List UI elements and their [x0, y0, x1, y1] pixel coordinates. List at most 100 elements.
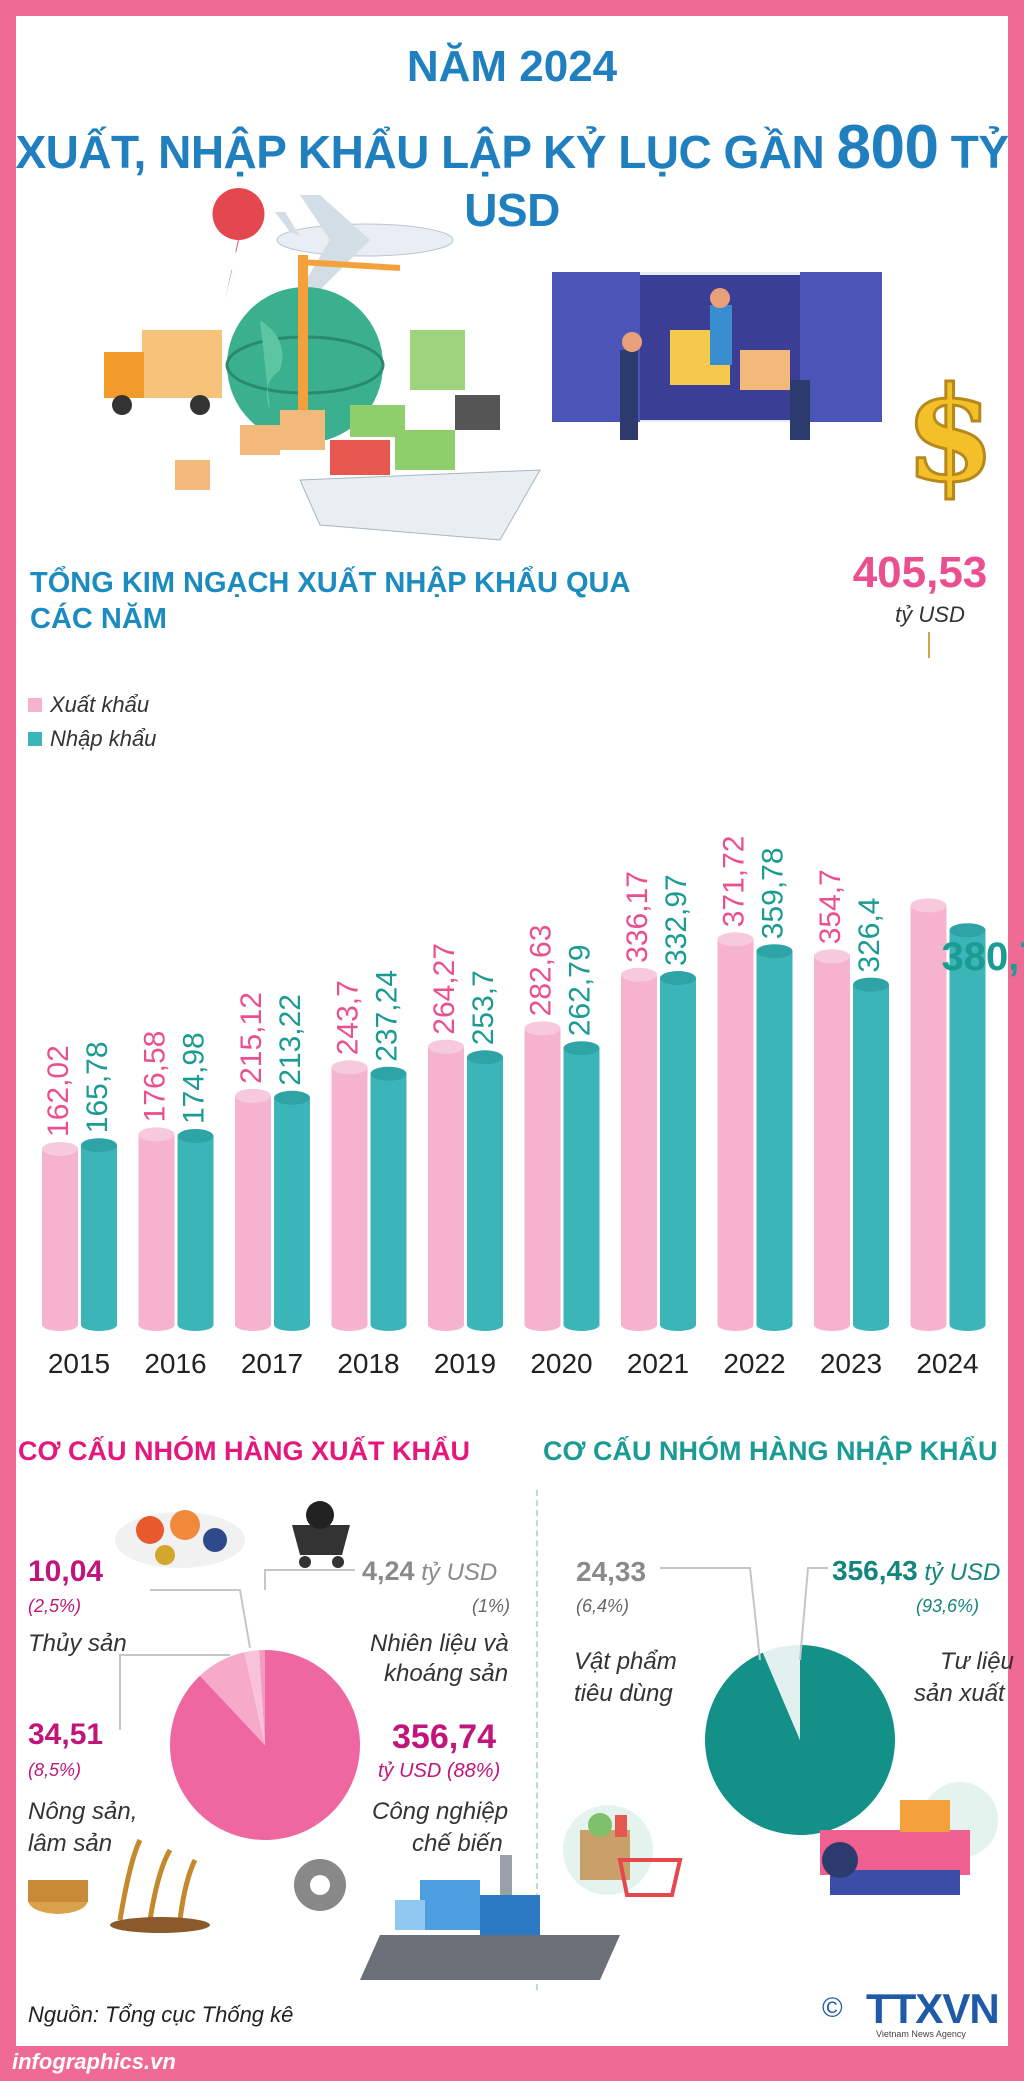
x-tick-label: 2022 [723, 1348, 785, 1379]
bar-import-2018 [370, 1066, 407, 1331]
x-tick-label: 2015 [48, 1348, 110, 1379]
bar-cap [235, 1088, 271, 1103]
box-stack-icon [175, 410, 325, 490]
bar-export-2017 [235, 1088, 271, 1331]
bar-base [910, 1319, 947, 1331]
bar-cap [370, 1066, 407, 1081]
title-line2-number: 800 [836, 113, 939, 182]
x-tick-label: 2020 [530, 1348, 592, 1379]
bar-base [138, 1319, 175, 1331]
bar-body [949, 930, 986, 1325]
im-consumer-name1: Vật phẩm [574, 1648, 677, 1675]
bar-base [370, 1319, 407, 1331]
ex-fishery-pct: (2,5%) [28, 1596, 82, 1616]
bar-base [660, 1319, 696, 1331]
bar-import-2017 [274, 1090, 310, 1331]
data-label: 371,72 [718, 836, 751, 928]
import-slice-consumer [762, 1645, 800, 1740]
bar-cap [814, 949, 850, 964]
bar-import-2020 [563, 1041, 600, 1331]
bar-base [524, 1319, 561, 1331]
bar-cap [138, 1127, 175, 1142]
bar-export-2020 [524, 1021, 561, 1331]
data-label: 237,24 [371, 970, 404, 1062]
bar-body [274, 1097, 310, 1325]
bar-body [428, 1046, 464, 1325]
bar-body [42, 1148, 78, 1325]
chart-legend: Xuất khẩu Nhập khẩu [28, 688, 156, 756]
ex-fishery-value: 10,04 [28, 1555, 103, 1589]
im-consumer-num: 24,33 [576, 1556, 647, 1587]
bar-body [235, 1095, 271, 1325]
bar-base [814, 1319, 850, 1331]
bar-cap [177, 1129, 214, 1144]
legend-export: Xuất khẩu [28, 688, 156, 722]
bar-cap [81, 1138, 117, 1153]
x-tick-label: 2023 [820, 1348, 882, 1379]
bar-body [717, 939, 754, 1325]
im-production-unit: tỷ USD [924, 1559, 1001, 1586]
footer-bar [0, 2046, 1024, 2081]
data-label: 213,22 [274, 994, 307, 1086]
highlight-import-value: 380,76 [942, 935, 1024, 979]
legend-import-label: Nhập khẩu [50, 726, 157, 751]
highlight-export-value: 405,53 [852, 548, 988, 597]
bar-cap [274, 1090, 310, 1105]
bar-cap [524, 1021, 561, 1036]
data-label: 264,27 [428, 943, 461, 1035]
data-label: 165,78 [81, 1041, 114, 1133]
ex-fishery-name: Thủy sản [28, 1630, 127, 1657]
ex-industry-name1: Công nghiệp [372, 1798, 509, 1825]
bar-export-2021 [621, 967, 657, 1331]
bar-export-2023 [814, 949, 850, 1331]
im-consumer-name2: tiêu dùng [574, 1680, 673, 1707]
bar-body [853, 984, 889, 1325]
data-label: 354,7 [814, 869, 847, 944]
delivery-van-icon [552, 272, 882, 440]
bar-base [853, 1319, 889, 1331]
bar-base [949, 1319, 986, 1331]
import-slice-production [705, 1645, 896, 1835]
data-label: 326,4 [853, 898, 886, 973]
bar-base [621, 1319, 657, 1331]
bar-body [177, 1136, 214, 1325]
highlight-unit: tỷ USD [895, 602, 965, 627]
bar-base [467, 1319, 503, 1331]
data-label: 336,17 [621, 871, 654, 963]
im-production-num: 356,43 [832, 1555, 918, 1586]
im-production-name1: Tư liệu [940, 1648, 1014, 1675]
ex-fuel-name2: khoáng sản [384, 1660, 509, 1687]
bar-cap [949, 923, 986, 938]
bar-export-2015 [42, 1141, 78, 1331]
truck-icon [104, 330, 222, 415]
cargo-ship-icon [299, 330, 541, 541]
bar-import-2024 [949, 923, 986, 1331]
bar-export-2024 [910, 898, 947, 1331]
section-divider [536, 1490, 538, 1990]
bar-cap [428, 1039, 464, 1054]
bar-cap [756, 944, 793, 959]
x-tick-label: 2018 [337, 1348, 399, 1379]
coal-cart-icon [292, 1501, 350, 1568]
bar-import-2016 [177, 1129, 214, 1331]
export-slice-fishery [244, 1650, 265, 1745]
legend-export-label: Xuất khẩu [50, 692, 150, 717]
footer-site[interactable]: infographics.vn [12, 2049, 176, 2074]
im-consumer-pct: (6,4%) [576, 1596, 630, 1616]
bar-body [81, 1145, 117, 1325]
ex-industry-value: 356,74 [392, 1718, 496, 1757]
data-label: 262,79 [564, 944, 597, 1036]
x-tick-label: 2021 [627, 1348, 689, 1379]
wood-icon [28, 1838, 210, 1933]
import-pie [705, 1645, 896, 1835]
im-consumer-value: 24,33 [576, 1556, 646, 1588]
title-line2: XUẤT, NHẬP KHẨU LẬP KỶ LỤC GẦN 800 TỶ US… [0, 112, 1024, 237]
bar-body [621, 974, 657, 1325]
export-leader-lines [119, 1569, 355, 1730]
bar-import-2023 [853, 977, 889, 1331]
bar-body [756, 951, 793, 1325]
bar-body [467, 1057, 503, 1325]
bar-import-2019 [467, 1050, 503, 1331]
